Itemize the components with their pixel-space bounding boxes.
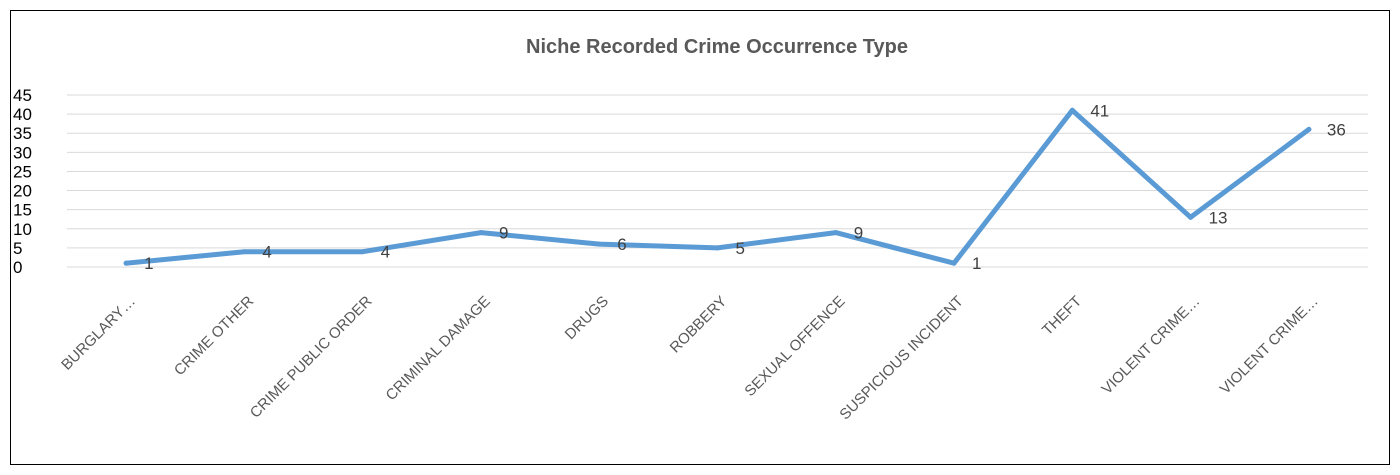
data-label: 41 xyxy=(1090,101,1109,120)
x-tick-label: CRIME PUBLIC ORDER xyxy=(247,293,376,422)
data-point xyxy=(715,245,720,251)
x-tick-label: SEXUAL OFFENCE xyxy=(741,293,848,400)
y-tick-label: 30 xyxy=(13,143,32,162)
data-label: 5 xyxy=(736,239,745,258)
data-point xyxy=(360,249,366,255)
x-tick-label: VIOLENT CRIME… xyxy=(1098,293,1203,398)
y-tick-label: 45 xyxy=(13,86,32,105)
y-tick-label: 10 xyxy=(13,220,32,239)
data-point xyxy=(123,260,129,266)
data-label: 13 xyxy=(1209,208,1228,227)
x-tick-label: VIOLENT CRIME… xyxy=(1217,293,1322,398)
y-tick-label: 25 xyxy=(13,162,32,181)
series-layer xyxy=(123,107,1312,266)
x-tick-label: BURGLARY… xyxy=(58,293,139,374)
y-tick-label: 5 xyxy=(13,239,22,258)
data-point xyxy=(478,230,484,236)
data-point xyxy=(241,249,247,255)
y-tick-label: 0 xyxy=(13,258,22,277)
y-tick-label: 35 xyxy=(13,124,32,143)
y-tick-label: 40 xyxy=(13,105,32,124)
data-point xyxy=(1306,126,1312,132)
data-label: 1 xyxy=(972,254,981,273)
gridlines xyxy=(67,94,1368,268)
data-point xyxy=(1188,214,1194,220)
data-point xyxy=(951,260,957,266)
y-tick-label: 20 xyxy=(13,182,32,201)
x-tick-label: CRIME OTHER xyxy=(171,293,257,379)
y-tick-label: 15 xyxy=(13,201,32,220)
chart-title: Niche Recorded Crime Occurrence Type xyxy=(526,36,908,58)
x-tick-label: DRUGS xyxy=(562,293,612,343)
x-tick-label: THEFT xyxy=(1039,293,1085,339)
data-label: 9 xyxy=(499,224,508,243)
data-label: 6 xyxy=(617,235,626,254)
data-point xyxy=(833,230,839,236)
x-tick-label: SUSPICIOUS INCIDENT xyxy=(836,293,966,423)
data-label: 9 xyxy=(854,224,863,243)
chart-frame xyxy=(10,10,1390,465)
x-tick-label: ROBBERY xyxy=(667,293,731,357)
data-point xyxy=(596,241,602,247)
data-label: 36 xyxy=(1327,120,1346,139)
data-label: 4 xyxy=(262,243,271,262)
data-label: 4 xyxy=(381,243,390,262)
data-label: 1 xyxy=(144,254,153,273)
data-point xyxy=(1069,107,1075,113)
data-labels: 1 4 4 9 6 5 9 1 41 13 36 xyxy=(144,101,1346,273)
x-tick-label: CRIMINAL DAMAGE xyxy=(383,293,494,404)
